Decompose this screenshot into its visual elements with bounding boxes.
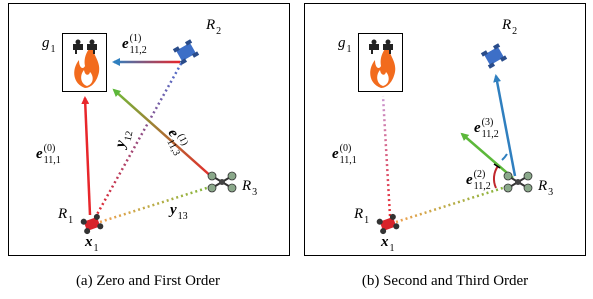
panel-frame: [9, 4, 290, 256]
label-sub: 2: [216, 26, 221, 37]
label-base: R: [205, 17, 215, 33]
figure: (a) Zero and First Orderg1R2R3R1x1e(1)11…: [0, 0, 593, 299]
label-base: e: [466, 172, 473, 188]
label-sub: 1: [94, 243, 99, 254]
label-base: x: [380, 234, 389, 250]
label: e(2)11,2: [466, 169, 491, 192]
label-base: R: [241, 178, 251, 194]
label-base: e: [122, 36, 129, 52]
label-base: g: [338, 35, 346, 51]
label-sub: 11,1: [340, 155, 357, 166]
label-base: e: [36, 146, 43, 162]
dotted-link: [396, 186, 509, 222]
label-base: g: [42, 35, 50, 51]
label-base: e: [332, 146, 339, 162]
drone-icon: [504, 172, 532, 192]
label-sub: 1: [364, 215, 369, 226]
label-base: R: [353, 206, 363, 222]
label-sup: (2): [474, 169, 486, 180]
label-sup: (0): [340, 143, 352, 154]
dotted-link: [100, 186, 213, 222]
label-base: R: [501, 17, 511, 33]
label-sub: 12: [123, 130, 136, 142]
label-sub: 11,2: [482, 129, 499, 140]
robot-icon: [80, 213, 104, 235]
label-sup: (1): [130, 33, 142, 44]
label-sub: 1: [347, 44, 352, 55]
caption: (b) Second and Third Order: [362, 273, 528, 289]
label-sub: 11,1: [44, 155, 61, 166]
label-base: y: [168, 202, 177, 218]
drone-icon: [208, 172, 236, 192]
label-sub: 13: [178, 211, 188, 222]
caption: (a) Zero and First Order: [76, 273, 220, 289]
angle-arc: [502, 154, 507, 160]
label-sub: 1: [68, 215, 73, 226]
label: e(1)11,3: [161, 125, 193, 158]
dotted-link: [383, 96, 390, 216]
label: e(1)11,2: [122, 33, 147, 56]
label: e(3)11,2: [474, 117, 499, 140]
angle-arc: [494, 166, 498, 188]
label: y12: [112, 128, 136, 151]
robot-icon: [376, 213, 400, 235]
panel-frame: [305, 4, 586, 256]
label-sub: 3: [252, 187, 257, 198]
label-sub: 11,2: [474, 181, 491, 192]
label-sub: 1: [51, 44, 56, 55]
label-base: e: [474, 120, 481, 136]
label-sub: 3: [548, 187, 553, 198]
label-sub: 11,2: [130, 45, 147, 56]
label: e(0)11,1: [36, 143, 61, 166]
label-sup: (0): [44, 143, 56, 154]
label-sup: (3): [482, 117, 494, 128]
arrow: [85, 98, 90, 215]
arrow: [496, 76, 515, 176]
label-sub: 1: [390, 243, 395, 254]
label-base: R: [537, 178, 547, 194]
label-base: R: [57, 206, 67, 222]
robot-icon: [481, 43, 507, 69]
label-base: x: [84, 234, 93, 250]
label: e(0)11,1: [332, 143, 357, 166]
label-sub: 2: [512, 26, 517, 37]
